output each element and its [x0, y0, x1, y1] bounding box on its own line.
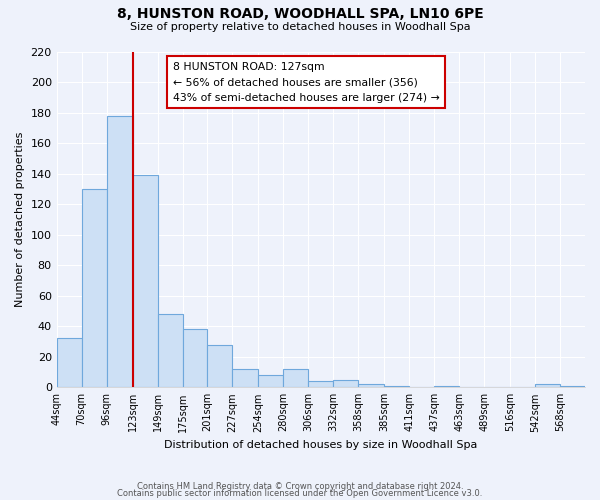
Bar: [334, 380, 358, 388]
Bar: [182, 330, 208, 388]
Bar: [232, 369, 259, 388]
Bar: [283, 369, 308, 388]
X-axis label: Distribution of detached houses by size in Woodhall Spa: Distribution of detached houses by size …: [164, 440, 478, 450]
Text: Contains public sector information licensed under the Open Government Licence v3: Contains public sector information licen…: [118, 488, 482, 498]
Bar: [434, 386, 459, 388]
Y-axis label: Number of detached properties: Number of detached properties: [15, 132, 25, 307]
Bar: [56, 338, 82, 388]
Text: Size of property relative to detached houses in Woodhall Spa: Size of property relative to detached ho…: [130, 22, 470, 32]
Bar: [358, 384, 384, 388]
Bar: [107, 116, 133, 388]
Text: 8 HUNSTON ROAD: 127sqm
← 56% of detached houses are smaller (356)
43% of semi-de: 8 HUNSTON ROAD: 127sqm ← 56% of detached…: [173, 62, 440, 103]
Text: 8, HUNSTON ROAD, WOODHALL SPA, LN10 6PE: 8, HUNSTON ROAD, WOODHALL SPA, LN10 6PE: [116, 8, 484, 22]
Bar: [158, 314, 182, 388]
Bar: [384, 386, 409, 388]
Bar: [308, 381, 334, 388]
Text: Contains HM Land Registry data © Crown copyright and database right 2024.: Contains HM Land Registry data © Crown c…: [137, 482, 463, 491]
Bar: [208, 344, 232, 388]
Bar: [560, 386, 585, 388]
Bar: [82, 189, 107, 388]
Bar: [259, 375, 283, 388]
Bar: [535, 384, 560, 388]
Bar: [133, 175, 158, 388]
